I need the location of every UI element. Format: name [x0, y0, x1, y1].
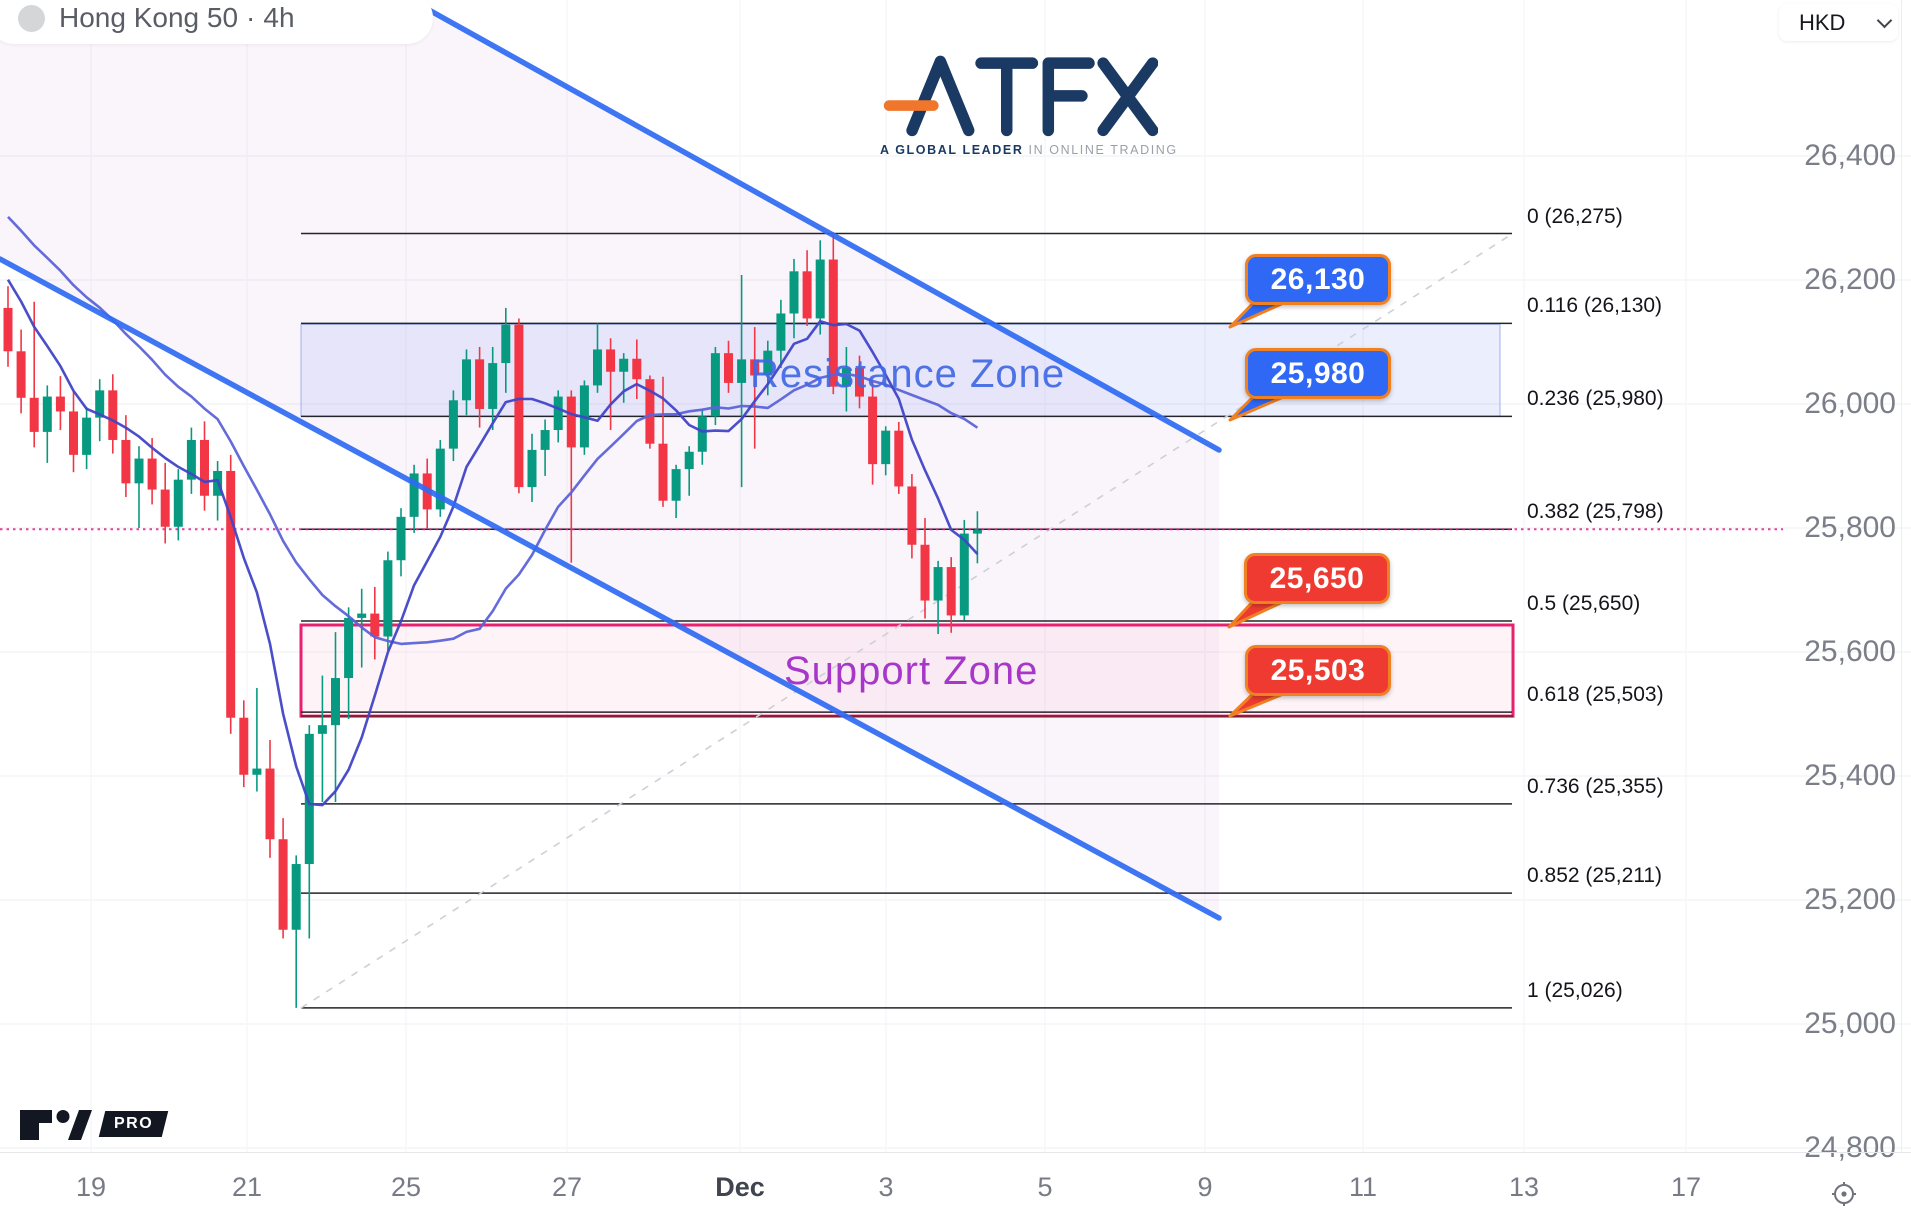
brand-watermark: A GLOBAL LEADER IN ONLINE TRADING: [880, 52, 1176, 157]
brand-tagline: A GLOBAL LEADER IN ONLINE TRADING: [880, 143, 1176, 157]
price-callout-25650[interactable]: 25,650: [1244, 553, 1390, 604]
brand-tagline-light: IN ONLINE TRADING: [1023, 143, 1178, 157]
brand-tagline-bold: A GLOBAL LEADER: [880, 143, 1024, 157]
price-callout-26130[interactable]: 26,130: [1245, 254, 1391, 305]
symbol-separator: ·: [246, 2, 256, 33]
tradingview-logo-icon: [20, 1110, 92, 1140]
currency-value: HKD: [1799, 9, 1846, 35]
tradingview-attribution[interactable]: PRO: [16, 1106, 169, 1142]
chevron-down-icon: [1877, 12, 1893, 29]
axis-settings-icon[interactable]: [1830, 1180, 1858, 1208]
symbol-logo-icon: [18, 4, 45, 32]
symbol-header[interactable]: Hong Kong 50 · 4h: [0, 0, 433, 44]
price-callout-25980[interactable]: 25,980: [1245, 348, 1391, 399]
price-axis-separator: [1901, 0, 1902, 1152]
price-callout-25503[interactable]: 25,503: [1245, 645, 1391, 696]
pro-badge: PRO: [98, 1111, 169, 1137]
time-axis-separator: [0, 1152, 1911, 1153]
pro-badge-label: PRO: [114, 1115, 154, 1132]
currency-dropdown[interactable]: HKD: [1779, 4, 1898, 41]
symbol-name: Hong Kong 50: [59, 2, 239, 33]
symbol-title: Hong Kong 50 · 4h: [59, 2, 295, 34]
symbol-interval[interactable]: 4h: [263, 2, 295, 33]
atfx-logo-icon: [883, 55, 1159, 137]
